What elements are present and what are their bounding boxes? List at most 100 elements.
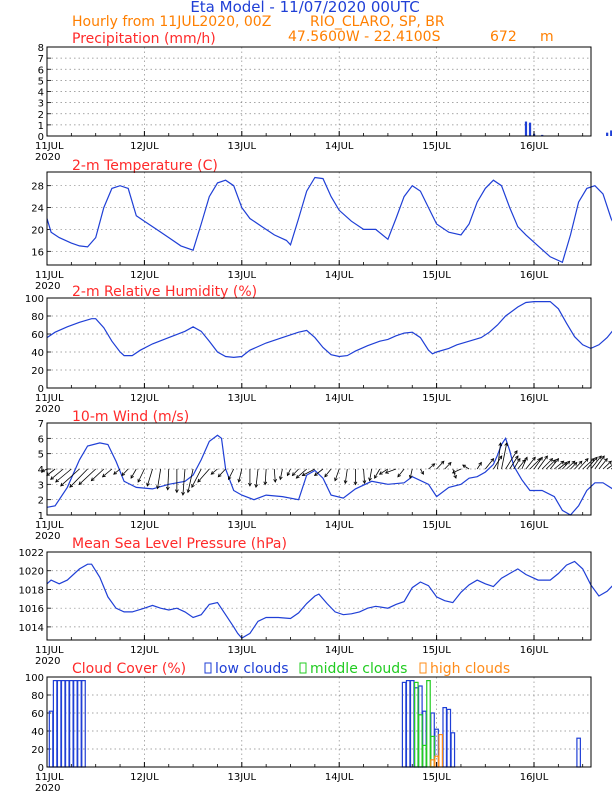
wind-vector [537, 455, 548, 470]
wind-vector-head [397, 473, 401, 478]
series-line [46, 560, 612, 639]
x-tick-label: 12JUL [130, 270, 159, 281]
wind-vector [533, 457, 543, 470]
x-tick-label: 11JUL [35, 645, 64, 656]
wind-vector [521, 457, 528, 470]
wind-vector [217, 468, 226, 478]
wind-vector-head [504, 442, 509, 447]
y-tick-label: 6 [38, 65, 44, 76]
x-tick-label: 15JUL [422, 645, 451, 656]
wind-vector-head [584, 457, 589, 462]
legend-label-low: low clouds [215, 661, 289, 677]
wind-vector [60, 468, 80, 487]
wind-vector [590, 455, 602, 470]
wind-vector [210, 468, 218, 475]
wind-vector-head [498, 455, 503, 460]
low-cloud-bar [60, 679, 66, 768]
wind-vector-head [334, 477, 338, 482]
x-tick-label: 14JUL [325, 772, 354, 783]
y-tick-label: 8 [38, 43, 44, 54]
y-tick-label: 100 [25, 294, 44, 305]
low-cloud-bar [52, 679, 58, 768]
wind-vector-head [368, 477, 372, 482]
wind-vector [287, 468, 291, 476]
middle-cloud-bar [426, 679, 431, 768]
wind-vector [541, 458, 553, 470]
x-tick-label: 14JUL [325, 393, 354, 404]
legend-swatch-low [204, 662, 212, 674]
wind-vector [379, 468, 389, 475]
y-tick-label: 6 [38, 434, 44, 445]
panel-title: Cloud Cover (%) [72, 661, 186, 677]
wind-vector-head [343, 480, 348, 485]
x-year-label: 2020 [35, 531, 60, 542]
wind-vector [191, 468, 202, 488]
wind-vector-head [263, 481, 268, 486]
wind-vector [50, 468, 64, 480]
wind-panel: 1 2 3 4 5 6 7 10-m Wind (m/s) 11JUL 12JUL 13JUL 14J… [35, 409, 612, 542]
wind-vector [452, 468, 462, 474]
wind-vector [197, 468, 210, 483]
x-tick-label: 14JUL [325, 645, 354, 656]
wind-vector [385, 468, 397, 474]
plot-frame [46, 46, 592, 137]
wind-vector-head [462, 464, 467, 469]
wind-vector [598, 458, 608, 470]
meteogram-subtitle: Hourly from 11JUL2020, 00Z [72, 14, 271, 30]
low-cloud-bar [409, 679, 415, 768]
x-tick-label: 12JUL [130, 393, 159, 404]
wind-vector [602, 460, 612, 470]
x-year-label: 2020 [35, 152, 60, 163]
wind-vector [606, 464, 612, 470]
panel-title: Mean Sea Level Pressure (hPa) [72, 536, 287, 552]
wind-vector [255, 468, 259, 488]
y-tick-label: 1014 [19, 623, 44, 634]
wind-vector [130, 468, 137, 479]
low-cloud-bar [56, 679, 62, 768]
wind-vector-head [156, 485, 160, 490]
wind-vector [55, 468, 72, 483]
wind-vector [484, 458, 494, 470]
panel-title: Precipitation (mm/h) [72, 31, 216, 47]
wind-vector [187, 468, 194, 493]
wind-vector [41, 468, 48, 472]
wind-vector [409, 468, 413, 479]
wind-vector-head [447, 461, 452, 466]
y-tick-label: 1 [38, 121, 44, 132]
x-year-label: 2020 [35, 404, 60, 415]
wind-vector [420, 468, 424, 475]
plot-frame [46, 171, 592, 266]
wind-vector [476, 462, 482, 470]
wind-vector-head [563, 461, 568, 466]
wind-vector [558, 462, 567, 470]
wind-vector-head [594, 456, 598, 461]
plot-frame [46, 551, 592, 641]
y-tick-label: 5 [38, 450, 44, 461]
wind-vector-head [291, 472, 296, 477]
precip-bar [528, 122, 532, 136]
low-cloud-bar [446, 708, 452, 768]
wind-vector [78, 468, 96, 485]
wind-vector-head [544, 455, 548, 460]
middle-cloud-bar [418, 714, 423, 768]
x-tick-label: 15JUL [422, 393, 451, 404]
wind-vector-head [440, 460, 445, 465]
x-tick-label: 14JUL [325, 520, 354, 531]
x-tick-label: 15JUL [422, 141, 451, 152]
wind-vector-head [608, 460, 612, 465]
precip-bar [610, 130, 612, 136]
wind-vector-head [137, 478, 141, 483]
wind-vector [594, 455, 605, 470]
y-tick-label: 1016 [19, 604, 44, 615]
x-tick-label: 13JUL [228, 645, 257, 656]
x-tick-label: 11JUL [35, 772, 64, 783]
series-line [46, 434, 612, 516]
wind-vector-head [384, 470, 389, 474]
wind-vector [279, 468, 283, 480]
wind-vector-head [555, 457, 560, 462]
y-tick-label: 2 [38, 496, 44, 507]
wind-vector [545, 459, 556, 470]
station-elevation-unit: m [540, 29, 554, 45]
